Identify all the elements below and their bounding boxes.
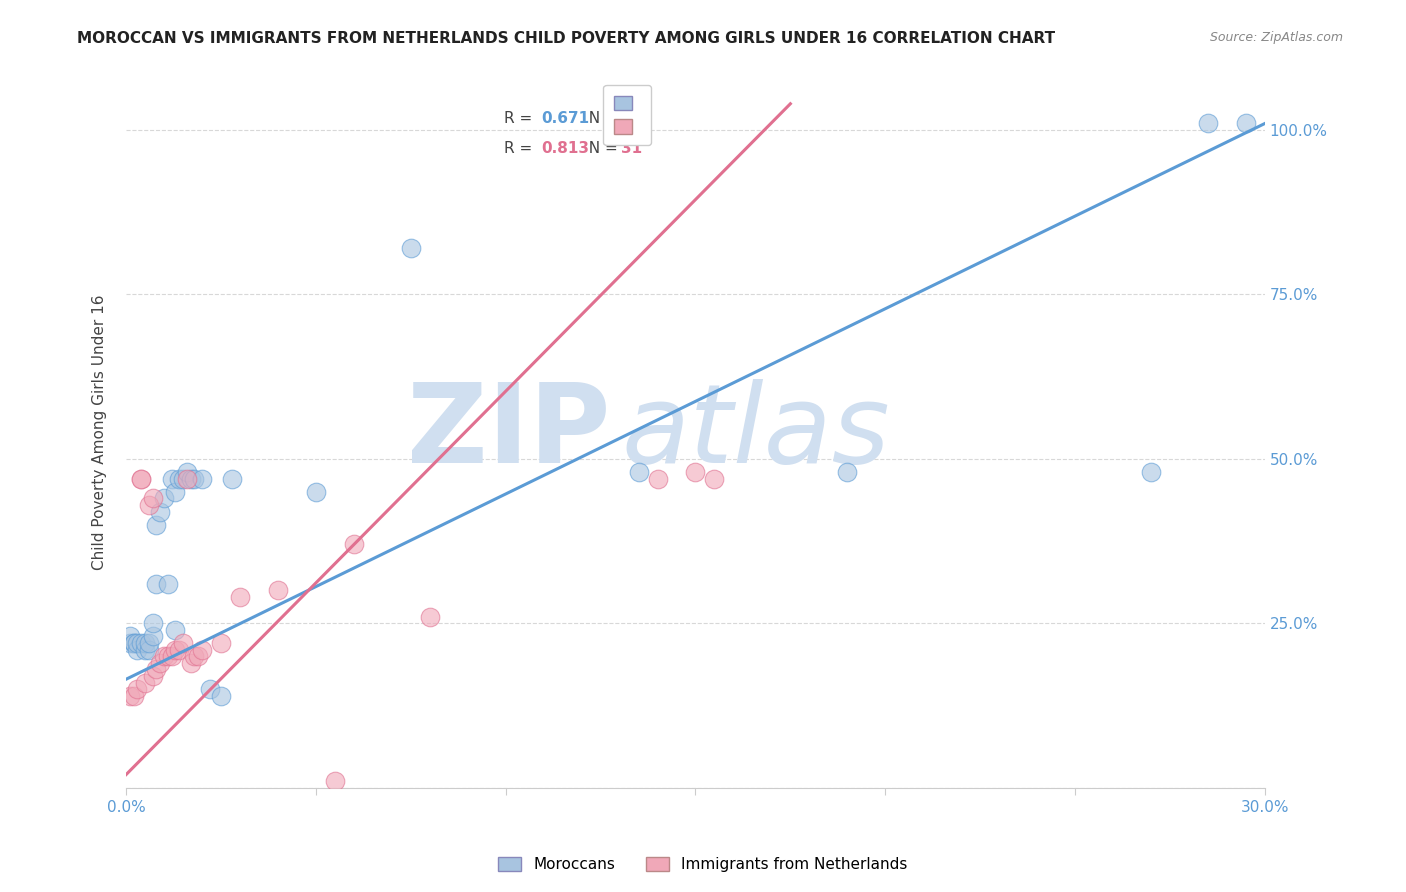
Point — [118, 630, 141, 644]
Point — [156, 649, 179, 664]
Point — [149, 656, 172, 670]
Point — [134, 675, 156, 690]
Text: N =: N = — [579, 141, 623, 156]
Point — [138, 642, 160, 657]
Text: ZIP: ZIP — [406, 379, 610, 486]
Point — [127, 636, 149, 650]
Point — [187, 649, 209, 664]
Point — [129, 636, 152, 650]
Point — [153, 491, 176, 506]
Point — [138, 636, 160, 650]
Point — [167, 642, 190, 657]
Point — [229, 590, 252, 604]
Text: 37: 37 — [621, 112, 643, 126]
Point — [180, 656, 202, 670]
Point — [142, 669, 165, 683]
Point — [153, 649, 176, 664]
Point — [145, 577, 167, 591]
Point — [156, 577, 179, 591]
Point — [837, 465, 859, 479]
Point — [165, 642, 187, 657]
Point — [122, 636, 145, 650]
Point — [399, 242, 422, 256]
Point — [1234, 116, 1257, 130]
Text: N =: N = — [579, 112, 623, 126]
Point — [142, 630, 165, 644]
Point — [122, 636, 145, 650]
Point — [209, 636, 232, 650]
Point — [627, 465, 650, 479]
Point — [183, 472, 205, 486]
Point — [176, 465, 198, 479]
Point — [180, 472, 202, 486]
Point — [129, 472, 152, 486]
Text: R =: R = — [505, 141, 537, 156]
Point — [118, 689, 141, 703]
Point — [323, 774, 346, 789]
Point — [134, 642, 156, 657]
Text: Source: ZipAtlas.com: Source: ZipAtlas.com — [1209, 31, 1343, 45]
Point — [142, 491, 165, 506]
Point — [183, 649, 205, 664]
Point — [118, 636, 141, 650]
Y-axis label: Child Poverty Among Girls Under 16: Child Poverty Among Girls Under 16 — [93, 295, 107, 570]
Text: MOROCCAN VS IMMIGRANTS FROM NETHERLANDS CHILD POVERTY AMONG GIRLS UNDER 16 CORRE: MOROCCAN VS IMMIGRANTS FROM NETHERLANDS … — [77, 31, 1056, 46]
Point — [167, 472, 190, 486]
Point — [267, 583, 290, 598]
Point — [419, 609, 441, 624]
Point — [129, 472, 152, 486]
Text: 31: 31 — [621, 141, 643, 156]
Point — [1140, 465, 1163, 479]
Point — [305, 484, 328, 499]
Text: 0.671: 0.671 — [541, 112, 591, 126]
Point — [145, 517, 167, 532]
Legend: , : , — [603, 85, 651, 145]
Point — [176, 472, 198, 486]
Text: 0.813: 0.813 — [541, 141, 589, 156]
Point — [703, 472, 725, 486]
Point — [172, 472, 194, 486]
Point — [165, 484, 187, 499]
Point — [138, 498, 160, 512]
Point — [145, 662, 167, 676]
Point — [221, 472, 243, 486]
Text: atlas: atlas — [621, 379, 890, 486]
Point — [127, 682, 149, 697]
Point — [343, 537, 366, 551]
Legend: Moroccans, Immigrants from Netherlands: Moroccans, Immigrants from Netherlands — [491, 849, 915, 880]
Point — [165, 623, 187, 637]
Point — [160, 472, 183, 486]
Point — [191, 642, 214, 657]
Point — [127, 642, 149, 657]
Point — [149, 504, 172, 518]
Text: R =: R = — [505, 112, 537, 126]
Point — [209, 689, 232, 703]
Point — [142, 616, 165, 631]
Point — [122, 689, 145, 703]
Point — [191, 472, 214, 486]
Point — [134, 636, 156, 650]
Point — [198, 682, 221, 697]
Point — [1197, 116, 1219, 130]
Point — [172, 636, 194, 650]
Point — [647, 472, 669, 486]
Point — [160, 649, 183, 664]
Point — [685, 465, 707, 479]
